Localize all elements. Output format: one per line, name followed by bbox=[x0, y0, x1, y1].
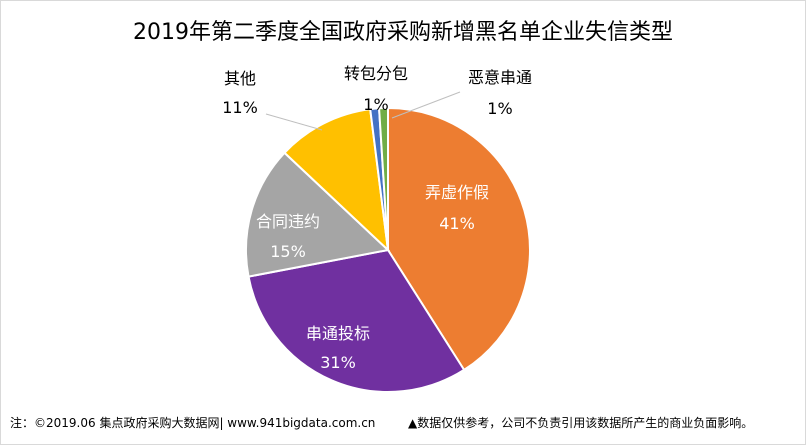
slice-label-3: 合同违约 bbox=[256, 212, 320, 231]
slice-percent-5: 1% bbox=[363, 95, 388, 114]
pie-slice-2 bbox=[247, 248, 466, 393]
pie-slice-4 bbox=[283, 108, 390, 253]
leader-line-4 bbox=[265, 113, 323, 131]
source-note: 注：©2019.06 集点政府采购大数据网| www.941bigdata.co… bbox=[10, 416, 376, 430]
slice-percent-6: 1% bbox=[487, 99, 512, 118]
chart-title: 2019年第二季度全国政府采购新增黑名单企业失信类型 bbox=[133, 20, 673, 45]
leader-line-6 bbox=[391, 91, 461, 119]
slice-percent-2: 31% bbox=[320, 353, 356, 372]
disclaimer-note: ▲数据仅供参考，公司不负责引用该数据所产生的商业负面影响。 bbox=[408, 416, 754, 430]
slice-label-1: 弄虚作假 bbox=[425, 183, 489, 202]
slice-label-4: 其他 bbox=[224, 69, 256, 88]
slice-percent-4: 11% bbox=[222, 98, 258, 117]
slice-percent-1: 41% bbox=[439, 214, 475, 233]
pie-slice-6 bbox=[378, 106, 389, 251]
slice-label-6: 恶意串通 bbox=[468, 68, 532, 87]
slice-label-5: 转包分包 bbox=[344, 64, 408, 83]
slice-label-2: 串通投标 bbox=[306, 324, 370, 343]
pie-slice-3 bbox=[245, 151, 391, 278]
slice-percent-3: 15% bbox=[270, 242, 306, 261]
